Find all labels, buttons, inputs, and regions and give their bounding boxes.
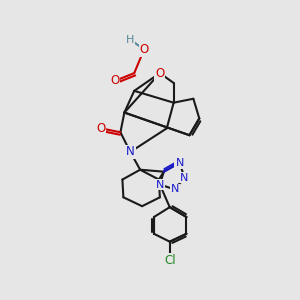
Text: N: N — [170, 184, 179, 194]
Text: O: O — [110, 74, 119, 88]
Text: N: N — [126, 146, 135, 158]
Text: H: H — [126, 34, 134, 45]
Text: N: N — [180, 172, 189, 183]
Text: Cl: Cl — [164, 254, 176, 267]
Text: O: O — [140, 43, 149, 56]
Text: N: N — [156, 179, 164, 190]
Text: O: O — [155, 67, 164, 80]
Text: O: O — [96, 122, 105, 135]
Text: N: N — [176, 158, 184, 168]
